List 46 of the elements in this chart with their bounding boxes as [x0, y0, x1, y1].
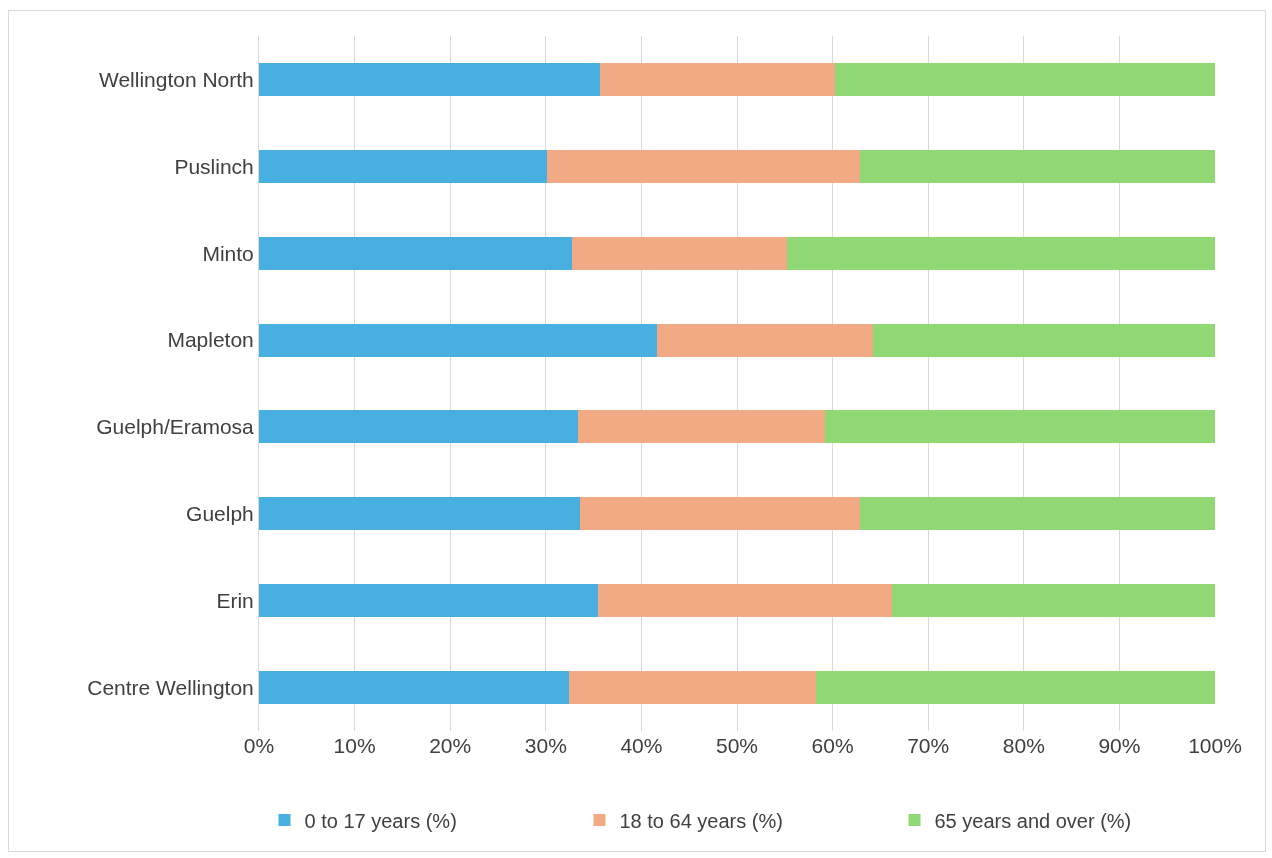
legend-label: 65 years and over (%): [934, 809, 1132, 832]
x-tick-label: 50%: [715, 734, 759, 757]
x-tick-label: 100%: [1188, 734, 1242, 757]
y-tick-label: Minto: [202, 241, 254, 265]
x-tick-label: 0%: [243, 734, 275, 757]
x-tick-label: 20%: [429, 734, 472, 757]
y-tick-label: Erin: [216, 589, 254, 613]
bar: [259, 410, 579, 444]
x-tick-label: 80%: [1002, 734, 1045, 757]
bar: [835, 62, 1215, 96]
bar: [259, 149, 547, 183]
x-tick-label: 40%: [620, 734, 663, 757]
bar: [656, 323, 873, 357]
bar: [259, 584, 599, 618]
y-tick-label: Guelph: [186, 502, 254, 526]
bar: [860, 149, 1215, 183]
legend-label: 18 to 64 years (%): [619, 809, 783, 832]
bar: [259, 62, 601, 96]
bar: [580, 497, 861, 531]
bar: [600, 62, 836, 96]
bar: [571, 236, 787, 270]
bar: [891, 584, 1215, 618]
x-tick-label: 90%: [1098, 734, 1141, 757]
x-tick-label: 60%: [811, 734, 854, 757]
bar: [860, 497, 1215, 531]
bar: [259, 236, 572, 270]
bar: [598, 584, 892, 618]
bar: [578, 410, 825, 444]
y-tick-label: Wellington North: [98, 67, 254, 91]
x-tick-label: 10%: [333, 734, 376, 757]
bar: [259, 323, 657, 357]
y-tick-label: Puslinch: [174, 154, 254, 178]
legend-label: 0 to 17 years (%): [304, 809, 457, 832]
bar: [786, 236, 1215, 270]
y-tick-label: Mapleton: [167, 328, 254, 352]
bar: [872, 323, 1215, 357]
bar: [546, 149, 861, 183]
bar: [824, 410, 1215, 444]
bar: [259, 497, 581, 531]
y-tick-label: Centre Wellington: [87, 675, 254, 699]
bar: [568, 671, 817, 705]
bar: [259, 671, 569, 705]
bar: [816, 671, 1215, 705]
y-tick-label: Guelph/Eramosa: [96, 415, 255, 439]
x-tick-label: 30%: [524, 734, 567, 757]
x-tick-label: 70%: [907, 734, 950, 757]
